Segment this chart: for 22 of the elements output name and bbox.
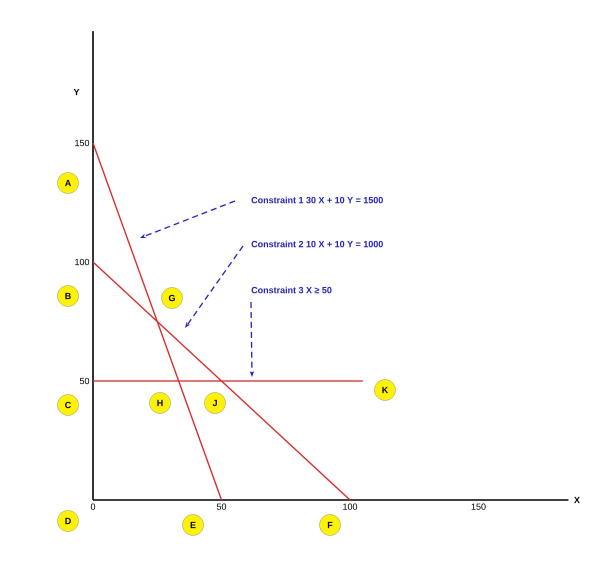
annotation: Constraint 2 10 X + 10 Y = 1000 bbox=[252, 240, 383, 248]
annotation: Constraint 3 X ≥ 50 bbox=[252, 286, 332, 294]
y-axis-title: Y bbox=[74, 89, 80, 96]
text: A bbox=[64, 180, 71, 186]
x-tick-label: 0 bbox=[90, 504, 96, 510]
x-tick-label: 50 bbox=[216, 504, 226, 510]
text: C bbox=[65, 402, 71, 408]
y-tick-label: 150 bbox=[75, 140, 90, 146]
annotation: H bbox=[157, 400, 163, 406]
x-tick-label: 150 bbox=[472, 504, 486, 510]
y-tick-label: 100 bbox=[75, 258, 90, 266]
y-tick-label: 50 bbox=[80, 378, 90, 384]
text: B bbox=[65, 292, 71, 300]
annotation: G bbox=[168, 294, 175, 302]
text: E bbox=[190, 522, 196, 528]
annotation: Constraint 1 30 X + 10 Y = 1500 bbox=[252, 196, 383, 204]
text: F bbox=[328, 522, 332, 528]
x-tick-label: 100 bbox=[343, 504, 358, 510]
x-axis-title: X bbox=[574, 496, 580, 504]
annotation: J bbox=[212, 400, 217, 406]
annotation: K bbox=[382, 386, 388, 394]
text: D bbox=[65, 518, 71, 524]
